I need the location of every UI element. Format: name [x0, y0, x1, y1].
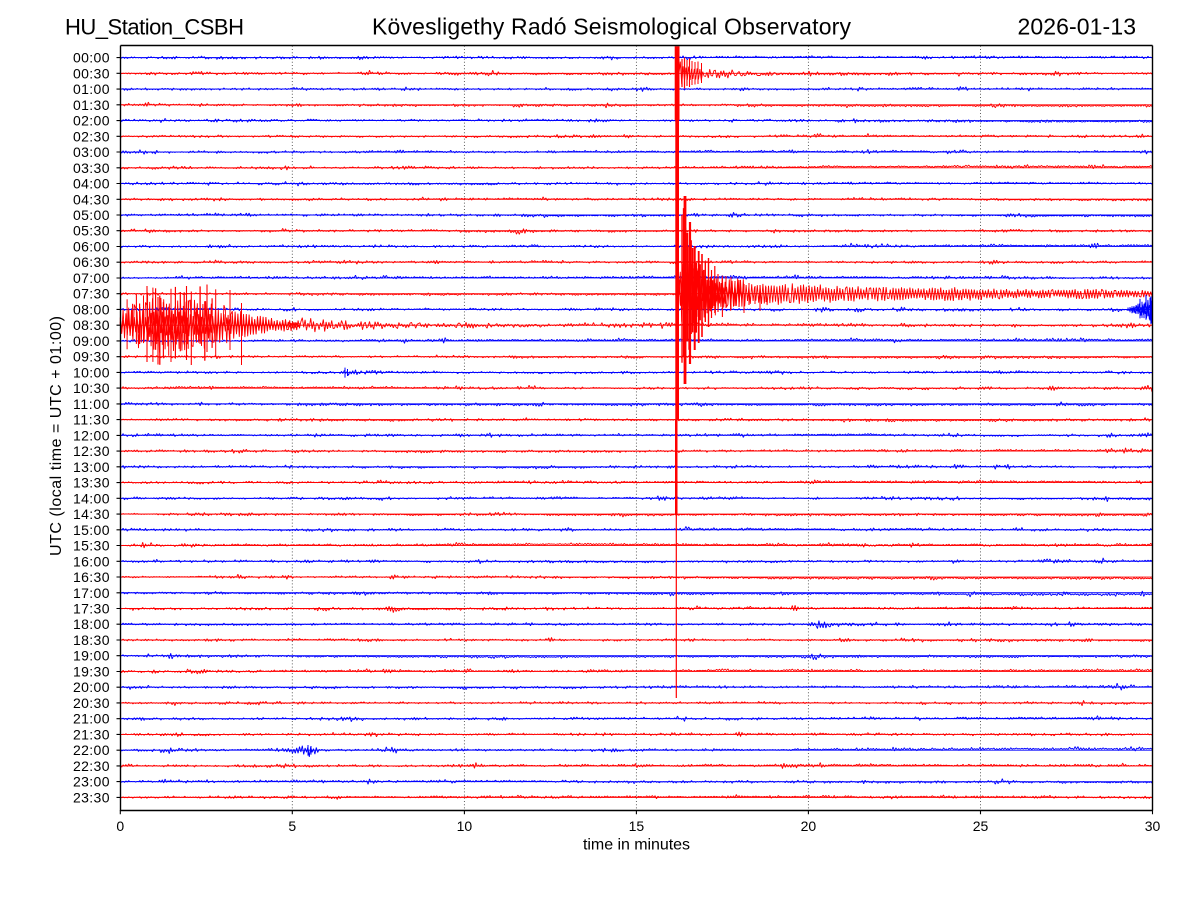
- svg-text:07:30: 07:30: [73, 286, 110, 302]
- svg-text:10: 10: [457, 818, 473, 834]
- svg-text:15: 15: [629, 818, 645, 834]
- svg-text:09:30: 09:30: [73, 349, 110, 365]
- svg-text:30: 30: [1145, 818, 1161, 834]
- svg-text:20:30: 20:30: [73, 695, 110, 711]
- svg-text:07:00: 07:00: [73, 270, 110, 286]
- svg-text:21:00: 21:00: [73, 711, 110, 727]
- svg-text:01:00: 01:00: [73, 81, 110, 97]
- svg-text:2026-01-13: 2026-01-13: [1018, 14, 1137, 40]
- svg-text:02:00: 02:00: [73, 113, 110, 129]
- svg-text:25: 25: [973, 818, 989, 834]
- svg-text:06:00: 06:00: [73, 239, 110, 255]
- svg-text:15:30: 15:30: [73, 538, 110, 554]
- svg-text:13:30: 13:30: [73, 475, 110, 491]
- svg-text:15:00: 15:00: [73, 522, 110, 538]
- svg-text:09:00: 09:00: [73, 333, 110, 349]
- svg-text:00:00: 00:00: [73, 50, 110, 66]
- svg-text:20:00: 20:00: [73, 679, 110, 695]
- svg-text:06:30: 06:30: [73, 254, 110, 270]
- svg-text:16:30: 16:30: [73, 569, 110, 585]
- svg-text:14:00: 14:00: [73, 490, 110, 506]
- svg-text:18:00: 18:00: [73, 616, 110, 632]
- svg-text:02:30: 02:30: [73, 128, 110, 144]
- svg-text:01:30: 01:30: [73, 97, 110, 113]
- svg-text:12:30: 12:30: [73, 443, 110, 459]
- svg-text:16:00: 16:00: [73, 553, 110, 569]
- svg-text:10:30: 10:30: [73, 380, 110, 396]
- svg-text:10:00: 10:00: [73, 364, 110, 380]
- svg-text:05:00: 05:00: [73, 207, 110, 223]
- svg-text:04:00: 04:00: [73, 176, 110, 192]
- svg-text:HU_Station_CSBH: HU_Station_CSBH: [65, 15, 244, 40]
- svg-text:08:30: 08:30: [73, 317, 110, 333]
- svg-text:14:30: 14:30: [73, 506, 110, 522]
- svg-text:22:00: 22:00: [73, 742, 110, 758]
- svg-text:04:30: 04:30: [73, 191, 110, 207]
- svg-text:22:30: 22:30: [73, 758, 110, 774]
- svg-text:00:30: 00:30: [73, 65, 110, 81]
- svg-text:12:00: 12:00: [73, 427, 110, 443]
- svg-text:Kövesligethy Radó Seismologica: Kövesligethy Radó Seismological Observat…: [372, 14, 852, 40]
- svg-text:19:00: 19:00: [73, 648, 110, 664]
- svg-text:13:00: 13:00: [73, 459, 110, 475]
- svg-text:18:30: 18:30: [73, 632, 110, 648]
- svg-text:time in minutes: time in minutes: [583, 837, 690, 854]
- svg-text:17:30: 17:30: [73, 601, 110, 617]
- svg-text:17:00: 17:00: [73, 585, 110, 601]
- svg-text:05:30: 05:30: [73, 223, 110, 239]
- svg-text:5: 5: [288, 818, 296, 834]
- svg-text:03:30: 03:30: [73, 160, 110, 176]
- svg-text:23:00: 23:00: [73, 774, 110, 790]
- svg-text:0: 0: [116, 818, 124, 834]
- svg-text:UTC (local time = UTC + 01:00): UTC (local time = UTC + 01:00): [48, 316, 65, 556]
- svg-text:08:00: 08:00: [73, 301, 110, 317]
- svg-text:20: 20: [801, 818, 817, 834]
- svg-text:11:00: 11:00: [73, 396, 110, 412]
- svg-text:11:30: 11:30: [73, 412, 110, 428]
- svg-text:19:30: 19:30: [73, 664, 110, 680]
- svg-text:03:00: 03:00: [73, 144, 110, 160]
- svg-text:21:30: 21:30: [73, 726, 110, 742]
- svg-text:23:30: 23:30: [73, 789, 110, 805]
